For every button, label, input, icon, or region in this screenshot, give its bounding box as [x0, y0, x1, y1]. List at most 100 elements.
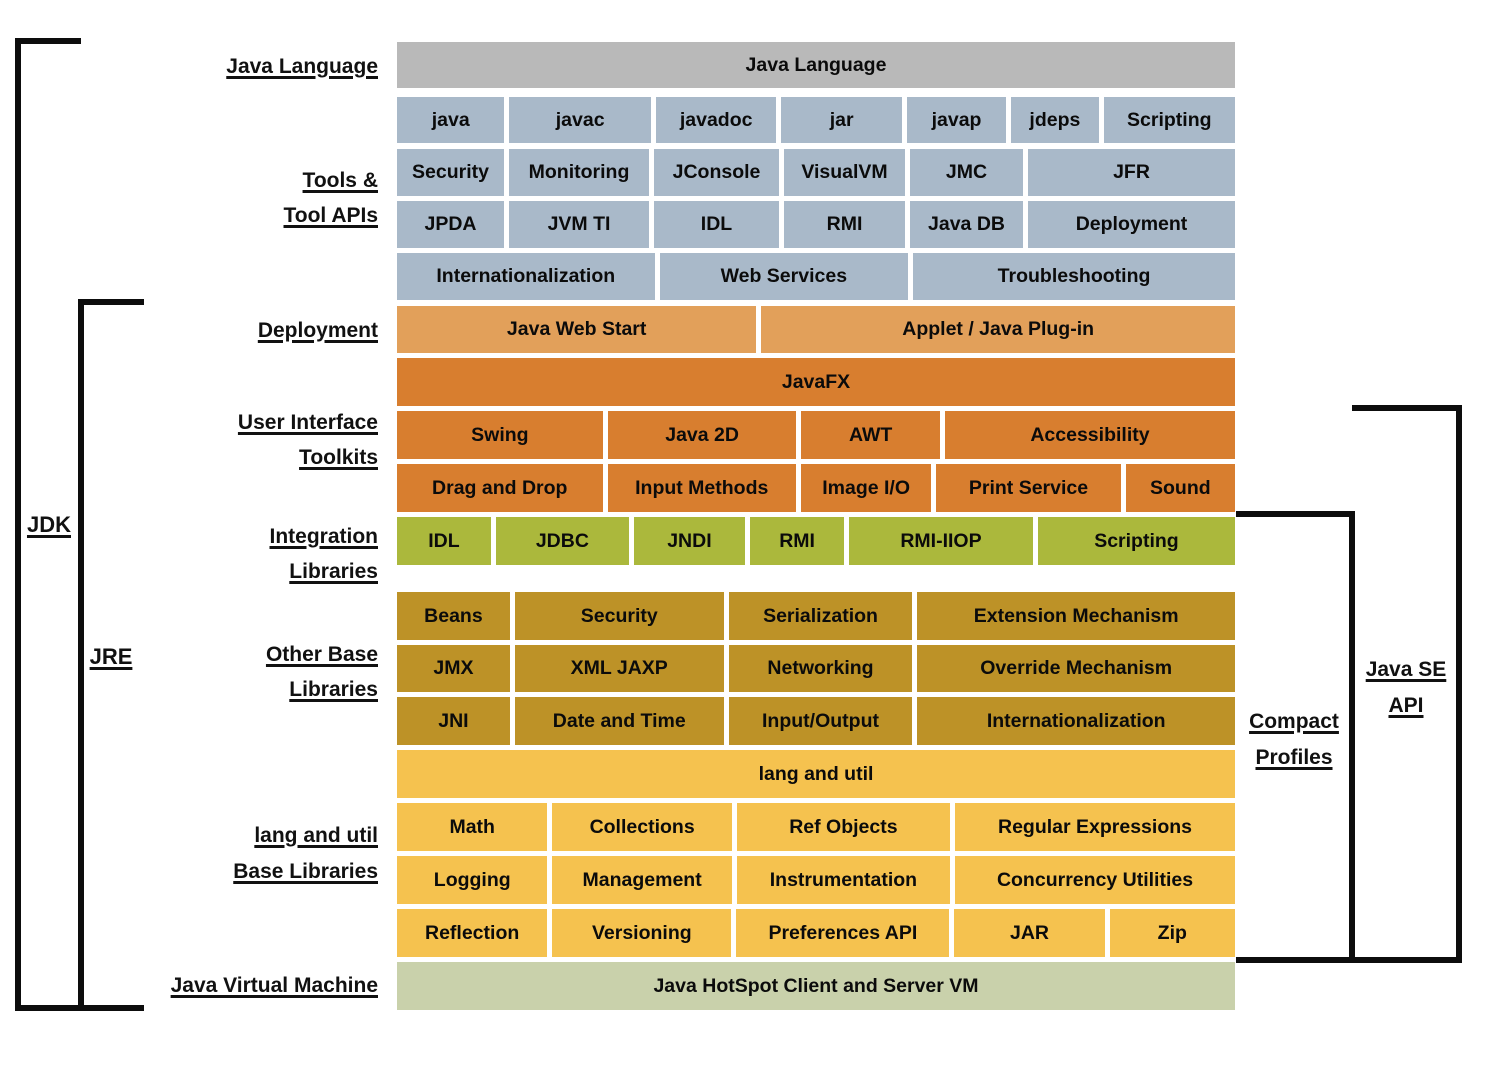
label-other-base-line1: Other Base	[265, 643, 378, 666]
cell-security: Security	[514, 592, 724, 640]
cell-zip: Zip	[1109, 909, 1235, 957]
row-tools-apis: JPDA JVM TI IDL RMI Java DB Deployment	[397, 201, 1235, 248]
cell-preferences-api: Preferences API	[736, 909, 950, 957]
row-integration-libraries: IDL JDBC JNDI RMI RMI-IIOP Scripting	[397, 517, 1236, 565]
cell-reflection: Reflection	[397, 909, 548, 957]
cell-idl: IDL	[397, 517, 491, 565]
row-other-base-2: JMX XML JAXP Networking Override Mechanism	[397, 645, 1235, 692]
row-jvm: Java HotSpot Client and Server VM	[397, 962, 1235, 1010]
label-java-se-line2: API	[1388, 694, 1424, 717]
label-tools-tool-apis: Tools & Tool APIs	[0, 163, 379, 233]
cell-versioning: Versioning	[552, 909, 732, 957]
cell-jndi: JNDI	[633, 517, 746, 565]
label-lang-util-base-libraries: lang and util Base Libraries	[0, 818, 378, 890]
compact-profiles-bracket-bottom	[1236, 957, 1355, 963]
cell-applet-java-plug-in: Applet / Java Plug-in	[761, 306, 1235, 353]
label-integration-libraries: Integration Libraries	[0, 519, 379, 589]
cell-scripting: Scripting	[1103, 97, 1236, 143]
cell-override-mechanism: Override Mechanism	[917, 645, 1235, 692]
cell-web-services: Web Services	[659, 253, 909, 300]
label-user-interface-toolkits: User Interface Toolkits	[0, 405, 378, 475]
cell-extension-mechanism: Extension Mechanism	[917, 592, 1235, 640]
cell-deployment: Deployment	[1028, 201, 1235, 248]
cell-rmi-iiop: RMI-IIOP	[849, 517, 1033, 565]
row-java-language-header: Java Language	[397, 42, 1235, 88]
cell-print-service: Print Service	[936, 464, 1121, 512]
cell-xml-jaxp: XML JAXP	[514, 645, 724, 692]
label-jdk: JDK	[26, 512, 71, 537]
jdk-bracket-vertical	[15, 38, 21, 1011]
label-java-virtual-machine: Java Virtual Machine	[170, 974, 378, 997]
row-ui-toolkits-2: Drag and Drop Input Methods Image I/O Print…	[397, 464, 1235, 512]
label-compact-line2: Profiles	[1255, 746, 1333, 769]
cell-jmc: JMC	[910, 149, 1023, 196]
row-javafx: JavaFX	[397, 358, 1235, 406]
row-lang-and-util-header: lang and util	[397, 750, 1235, 798]
label-integration-line2: Libraries	[289, 560, 378, 583]
label-compact-line1: Compact	[1249, 710, 1339, 733]
cell-instrumentation: Instrumentation	[736, 856, 951, 904]
jdk-bracket-bottom	[15, 1005, 81, 1011]
cell-monitoring: Monitoring	[509, 149, 649, 196]
cell-concurrency-utilities: Concurrency Utilities	[955, 856, 1235, 904]
row-lang-util-3: Reflection Versioning Preferences API JAR Zi…	[397, 909, 1235, 957]
cell-logging: Logging	[397, 856, 548, 904]
cell-java-language: Java Language	[397, 42, 1235, 88]
label-integration-line1: Integration	[269, 525, 379, 548]
java-se-api-bracket-top	[1352, 405, 1462, 411]
cell-rmi: RMI	[784, 201, 905, 248]
cell-javafx: JavaFX	[397, 358, 1235, 406]
cell-java: java	[397, 97, 505, 143]
cell-jpda: JPDA	[397, 201, 504, 248]
cell-date-and-time: Date and Time	[514, 697, 724, 745]
label-jre: JRE	[89, 644, 133, 669]
cell-jfr: JFR	[1028, 149, 1235, 196]
label-compact-profiles: Compact Profiles	[1236, 704, 1352, 776]
cell-java-db: Java DB	[910, 201, 1023, 248]
row-other-base-1: Beans Security Serialization Extension Mech…	[397, 592, 1235, 640]
row-other-base-3: JNI Date and Time Input/Output Internationa…	[397, 697, 1235, 745]
java-se-api-bracket-bottom	[1352, 957, 1462, 963]
cell-awt: AWT	[801, 411, 940, 459]
label-tools-line2: Tool APIs	[283, 204, 379, 227]
cell-jdeps: jdeps	[1011, 97, 1099, 143]
compact-profiles-bracket-vertical	[1349, 511, 1355, 963]
cell-drag-and-drop: Drag and Drop	[397, 464, 603, 512]
row-tools-other: Internationalization Web Services Troubles…	[397, 253, 1235, 300]
jre-bracket-bottom	[78, 1005, 144, 1011]
cell-java-web-start: Java Web Start	[397, 306, 757, 353]
label-java-se-api: Java SE API	[1354, 652, 1458, 724]
label-ui-line2: Toolkits	[299, 446, 378, 469]
cell-jdbc: JDBC	[495, 517, 629, 565]
cell-rmi: RMI	[750, 517, 845, 565]
cell-ref-objects: Ref Objects	[736, 803, 951, 851]
row-lang-util-1: Math Collections Ref Objects Regular Expres…	[397, 803, 1235, 851]
cell-javadoc: javadoc	[655, 97, 777, 143]
cell-jar: jar	[781, 97, 902, 143]
java-se-api-bracket-vertical	[1456, 405, 1462, 963]
label-java-language: Java Language	[226, 55, 378, 78]
label-lang-util-line1: lang and util	[254, 824, 378, 847]
cell-jmx: JMX	[397, 645, 510, 692]
cell-jconsole: JConsole	[654, 149, 779, 196]
cell-math: Math	[397, 803, 548, 851]
cell-networking: Networking	[728, 645, 913, 692]
cell-javac: javac	[509, 97, 651, 143]
label-tools-line1: Tools &	[302, 169, 378, 192]
cell-internationalization: Internationalization	[397, 253, 655, 300]
cell-internationalization: Internationalization	[917, 697, 1235, 745]
row-tools-commands: java javac javadoc jar javap jdeps Scripting	[397, 97, 1236, 143]
cell-visualvm: VisualVM	[784, 149, 905, 196]
label-ui-line1: User Interface	[237, 411, 378, 434]
cell-regular-expressions: Regular Expressions	[955, 803, 1235, 851]
row-tools-monitoring: Security Monitoring JConsole VisualVM JMC JFR	[397, 149, 1235, 196]
label-other-base-line2: Libraries	[289, 678, 378, 701]
cell-troubleshooting: Troubleshooting	[913, 253, 1235, 300]
cell-scripting: Scripting	[1037, 517, 1236, 565]
cell-input-methods: Input Methods	[607, 464, 796, 512]
label-other-base-libraries: Other Base Libraries	[0, 637, 378, 707]
cell-security: Security	[397, 149, 504, 196]
cell-java-hotspot-client-and-server-vm: Java HotSpot Client and Server VM	[397, 962, 1235, 1010]
cell-serialization: Serialization	[728, 592, 913, 640]
cell-jar: JAR	[954, 909, 1105, 957]
